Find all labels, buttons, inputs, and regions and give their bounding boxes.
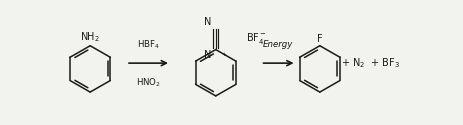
Text: + N$_2$  + BF$_3$: + N$_2$ + BF$_3$ [341,56,400,70]
Text: N: N [204,17,212,27]
Text: HBF$_4$: HBF$_4$ [137,38,160,51]
Text: Energy: Energy [263,40,294,49]
Text: $^+$: $^+$ [220,52,228,61]
Text: F: F [317,34,323,44]
Text: NH$_2$: NH$_2$ [80,30,100,44]
Text: N: N [204,50,212,60]
Text: HNO$_2$: HNO$_2$ [136,77,161,89]
Text: BF$_4^-$: BF$_4^-$ [246,31,267,46]
